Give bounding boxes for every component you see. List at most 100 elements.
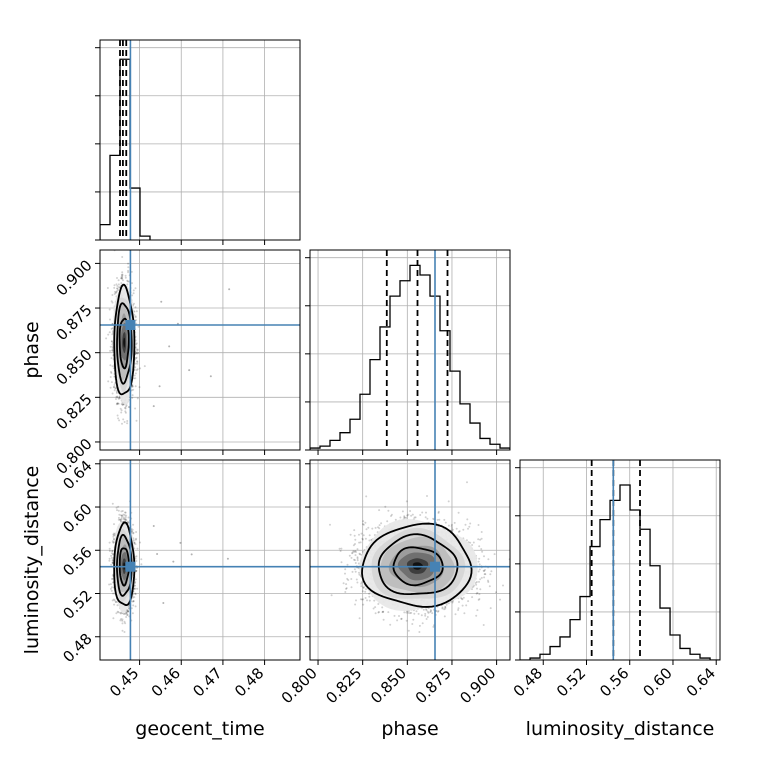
sample-point [110, 370, 112, 373]
sample-point [125, 405, 127, 408]
sample-point [110, 327, 113, 330]
sample-point [136, 352, 139, 355]
sample-point [120, 275, 123, 278]
sample-point [111, 550, 114, 552]
sample-point [134, 587, 137, 590]
sample-point [119, 611, 122, 614]
sample-point [110, 300, 113, 303]
sample-point [113, 599, 116, 602]
sample-point [113, 284, 116, 287]
sample-point [116, 287, 119, 290]
sample-point [120, 277, 122, 280]
sample-point [126, 279, 129, 282]
sample-point [112, 535, 115, 538]
sample-point [120, 510, 123, 513]
sample-point [132, 292, 135, 295]
sample-point [126, 422, 129, 425]
sample-point [108, 550, 111, 552]
sample-point [135, 352, 138, 355]
sample-point [133, 302, 135, 305]
sample-point [120, 409, 123, 412]
sample-point [127, 271, 130, 274]
sample-point [117, 611, 120, 614]
sample-point [137, 352, 140, 354]
sample-point [136, 368, 139, 371]
sample-point [131, 385, 134, 388]
sample-point [135, 356, 138, 359]
sample-point [108, 547, 111, 550]
sample-point [139, 541, 142, 544]
sample-point [134, 385, 137, 388]
sample-point [132, 388, 135, 391]
sample-point [125, 404, 128, 407]
sample-point [124, 516, 127, 519]
sample-point [131, 530, 133, 533]
joint-geocent_time-phase-contour [116, 302, 133, 385]
sample-point [127, 610, 130, 612]
sample-point [109, 364, 112, 367]
joint-geocent_time-phase-density-level [123, 337, 126, 348]
sample-point [136, 361, 139, 363]
sample-point [116, 402, 119, 405]
marginal-phase-frame [309, 249, 511, 451]
sample-point [134, 578, 137, 581]
sample-point [110, 556, 113, 559]
sample-point [113, 384, 116, 386]
sample-point [115, 612, 118, 615]
sample-point [107, 380, 110, 383]
sample-point [125, 611, 128, 614]
sample-point [134, 306, 137, 309]
sample-point [116, 604, 119, 607]
sample-point [124, 511, 126, 514]
sample-point [120, 514, 123, 517]
sample-point [122, 516, 125, 519]
sample-point [119, 407, 122, 410]
sample-point [134, 362, 137, 365]
sample-point [115, 290, 118, 293]
sample-point [122, 279, 124, 282]
sample-point [111, 559, 114, 562]
sample-point [134, 316, 137, 319]
sample-point [131, 385, 134, 388]
sample-point [134, 315, 137, 318]
sample-point [119, 518, 122, 521]
sample-point [120, 277, 123, 280]
sample-point [135, 348, 138, 351]
sample-point [117, 289, 120, 292]
sample-point [116, 610, 119, 613]
sample-point [130, 389, 133, 392]
sample-point [112, 537, 115, 540]
sample-point [135, 342, 138, 345]
sample-point [106, 287, 109, 289]
sample-point [111, 294, 114, 296]
sample-point [135, 570, 138, 572]
sample-point [126, 613, 129, 616]
sample-point [115, 390, 118, 393]
sample-point [112, 532, 115, 535]
sample-point [112, 598, 115, 601]
joint-geocent_time-luminosity_distance-plot [100, 460, 300, 660]
sample-point [114, 387, 117, 390]
sample-point [135, 531, 138, 533]
sample-point [121, 510, 124, 512]
sample-point [135, 537, 138, 540]
sample-point [121, 622, 124, 625]
sample-point [119, 519, 122, 522]
sample-point [115, 291, 118, 294]
sample-point [111, 346, 114, 348]
joint-geocent_time-phase-contour [113, 283, 136, 396]
sample-point [135, 357, 138, 360]
sample-point [131, 612, 134, 615]
sample-point [116, 287, 119, 290]
sample-point [124, 612, 127, 615]
sample-point [113, 523, 115, 526]
sample-point [110, 554, 113, 557]
sample-point [134, 377, 137, 380]
sample-point [135, 419, 138, 422]
sample-point [130, 607, 133, 610]
sample-point [121, 274, 124, 277]
sample-point [122, 517, 125, 520]
sample-point [109, 345, 112, 348]
